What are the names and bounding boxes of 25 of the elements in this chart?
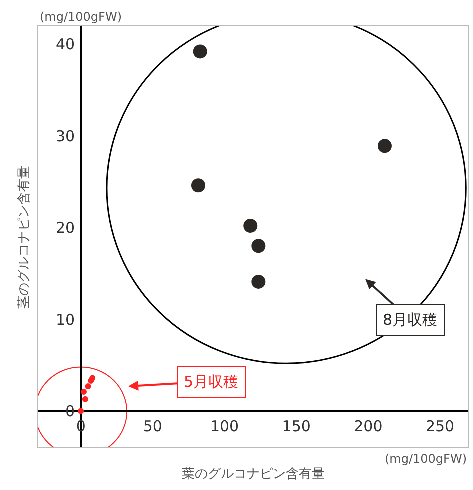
- x-axis-title: 葉のグルコナピン含有量: [182, 467, 325, 482]
- point: [191, 178, 206, 193]
- point: [82, 396, 88, 402]
- y-tick-label: 20: [56, 219, 76, 238]
- point: [80, 389, 87, 396]
- text: (mg/100gFW): [40, 10, 122, 24]
- y-tick-label: 30: [56, 127, 76, 146]
- y-tick-label: 10: [56, 310, 76, 329]
- text: (mg/100gFW): [385, 452, 468, 466]
- point: [378, 139, 392, 154]
- point: [193, 44, 208, 59]
- y-axis-title: 茎のグルコナピン含有量: [16, 166, 32, 309]
- point: [252, 274, 266, 289]
- point: [90, 375, 96, 382]
- annotation: 5月収穫: [184, 373, 239, 391]
- x-tick-label: 150: [282, 417, 311, 436]
- y-tick-label: 40: [56, 36, 76, 54]
- annotation: 8月収穫: [383, 311, 438, 329]
- point: [85, 384, 92, 390]
- point: [252, 239, 266, 254]
- x-tick-label: 200: [354, 417, 383, 436]
- x-tick-label: 50: [143, 417, 162, 436]
- point: [244, 218, 258, 233]
- x-tick-label: 250: [426, 417, 455, 436]
- x-tick-label: 100: [210, 417, 240, 436]
